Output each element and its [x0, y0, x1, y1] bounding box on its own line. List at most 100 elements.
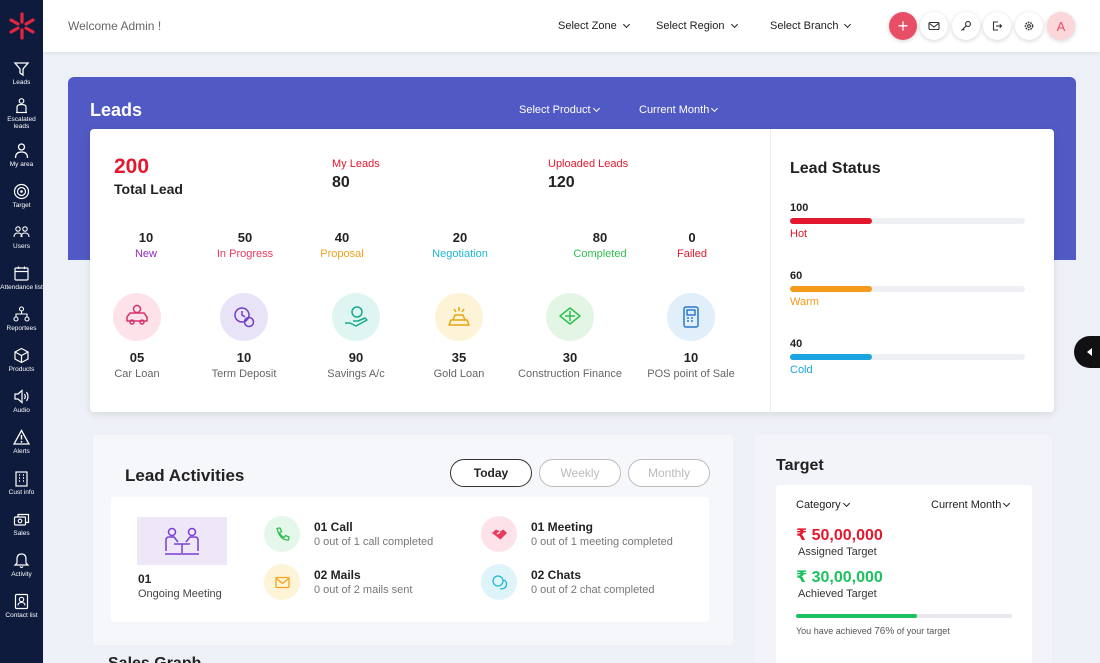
logout-button[interactable]: [983, 12, 1011, 40]
sidebar-item-escalate[interactable]: Escalated leads: [0, 93, 43, 134]
tab-weekly[interactable]: Weekly: [539, 459, 621, 487]
activity-handshake[interactable]: 01 Meeting 0 out of 1 meeting completed: [481, 516, 673, 552]
key-icon: [961, 21, 971, 31]
activity-subtitle: 0 out of 1 call completed: [314, 536, 434, 548]
stage-completed[interactable]: 80 Completed: [560, 230, 640, 260]
sidebar-item-label: Products: [8, 365, 35, 373]
key-button[interactable]: [952, 12, 980, 40]
uploaded-leads-label: Uploaded Leads: [548, 158, 629, 170]
product-construction-finance[interactable]: 30 Construction Finance: [510, 293, 630, 380]
sidebar-item-box[interactable]: Products: [0, 339, 43, 380]
product-icon-circle: [435, 293, 483, 341]
sidebar-item-hierarchy[interactable]: Reportees: [0, 298, 43, 339]
product-gold-loan[interactable]: 35 Gold Loan: [399, 293, 519, 380]
sidebar-item-label: Leads: [12, 78, 31, 86]
target-panel: Category Current Month ₹ 50,00,000 Assig…: [776, 485, 1032, 663]
sidebar-item-funnel[interactable]: Leads: [0, 52, 43, 93]
branch-select-label: Select Branch: [770, 20, 839, 32]
product-term-deposit[interactable]: 10 Term Deposit: [184, 293, 304, 380]
status-value: 60: [790, 270, 803, 282]
avatar[interactable]: A: [1047, 12, 1075, 40]
status-track: [790, 218, 1025, 224]
status-track: [790, 354, 1025, 360]
sidebar-item-label: Sales: [13, 529, 30, 537]
product-label: Car Loan: [114, 368, 160, 380]
lead-activities-title: Lead Activities: [125, 466, 245, 485]
activity-subtitle: 0 out of 2 chat completed: [531, 584, 655, 596]
total-lead-value: 200: [114, 155, 150, 178]
chevron-down-icon: [711, 104, 719, 113]
product-icon: [234, 307, 255, 328]
product-pos-point-of-sale[interactable]: 10 POS point of Sale: [631, 293, 751, 380]
chat-icon: [491, 574, 507, 590]
sidebar-item-contact[interactable]: Contact list: [0, 585, 43, 626]
product-car-loan[interactable]: 05 Car Loan: [77, 293, 197, 380]
sidebar-item-activity[interactable]: Activity: [0, 544, 43, 585]
product-label: POS point of Sale: [647, 368, 735, 380]
sidebar-item-target[interactable]: Target: [0, 175, 43, 216]
my-leads-value: 80: [332, 174, 350, 191]
side-panel-toggle[interactable]: [1074, 336, 1100, 368]
mail-button[interactable]: [920, 12, 948, 40]
stage-negotiation[interactable]: 20 Negotiation: [420, 230, 500, 260]
tab-today[interactable]: Today: [450, 459, 532, 487]
stage-value: 80: [592, 230, 608, 245]
stage-value: 0: [688, 230, 696, 245]
period-select[interactable]: Current Month: [639, 104, 719, 116]
status-fill: [790, 218, 873, 224]
target-period-select[interactable]: Current Month: [931, 499, 1011, 511]
sidebar-item-person[interactable]: My area: [0, 134, 43, 175]
stage-proposal[interactable]: 40 Proposal: [302, 230, 382, 260]
activity-mail[interactable]: 02 Mails 0 out of 2 mails sent: [264, 564, 412, 600]
stage-label: Failed: [677, 248, 707, 260]
target-progress-fill: [796, 614, 917, 618]
stage-new[interactable]: 10 New: [106, 230, 186, 260]
activity-title: 01 Call: [314, 520, 353, 534]
status-cold: 40 Cold: [790, 338, 1025, 376]
status-fill: [790, 286, 873, 292]
branch-select[interactable]: Select Branch: [770, 20, 852, 32]
sidebar-item-users[interactable]: Users: [0, 216, 43, 257]
tab-monthly[interactable]: Monthly: [628, 459, 710, 487]
welcome-text: Welcome Admin !: [68, 19, 162, 33]
product-select[interactable]: Select Product: [519, 104, 601, 116]
settings-button[interactable]: [1015, 12, 1043, 40]
product-icon: [559, 307, 581, 325]
chevron-down-icon: [592, 104, 600, 113]
status-hot: 100 Hot: [790, 202, 1025, 240]
stage-in-progress[interactable]: 50 In Progress: [205, 230, 285, 260]
product-icon-circle: [667, 293, 715, 341]
stage-label: New: [134, 248, 157, 260]
product-icon: [448, 307, 470, 326]
stage-failed[interactable]: 0 Failed: [652, 230, 732, 260]
sidebar-item-calendar[interactable]: Attendance list: [0, 257, 43, 298]
sidebar-item-label: Users: [13, 242, 30, 250]
sidebar-item-sales[interactable]: Sales: [0, 503, 43, 544]
stage-label: Proposal: [320, 248, 364, 260]
top-header: Welcome Admin ! Select Zone Select Regio…: [43, 0, 1100, 52]
person-icon: [14, 142, 29, 158]
zone-select[interactable]: Select Zone: [558, 20, 631, 32]
activity-chat[interactable]: 02 Chats 0 out of 2 chat completed: [481, 564, 655, 600]
product-savings-a-c[interactable]: 90 Savings A/c: [296, 293, 416, 380]
sidebar-item-alert[interactable]: Alerts: [0, 421, 43, 462]
stage-value: 40: [334, 230, 350, 245]
logo-icon: [8, 12, 35, 40]
card-divider: [770, 129, 771, 412]
activity-icon: [13, 552, 30, 568]
add-button[interactable]: +: [889, 12, 917, 40]
sidebar-item-label: Escalated leads: [7, 116, 36, 130]
funnel-icon: [13, 61, 30, 76]
category-select[interactable]: Category: [796, 499, 851, 511]
region-select[interactable]: Select Region: [656, 20, 739, 32]
sidebar-item-audio[interactable]: Audio: [0, 380, 43, 421]
handshake-icon: [491, 529, 507, 539]
activity-phone[interactable]: 01 Call 0 out of 1 call completed: [264, 516, 433, 552]
my-leads-label: My Leads: [332, 158, 380, 170]
sidebar-item-label: Attendance list: [0, 283, 43, 291]
sidebar-item-label: Activity: [11, 570, 32, 578]
period-select-label: Current Month: [639, 104, 710, 116]
brand-logo[interactable]: [0, 0, 43, 52]
ongoing-meeting-label: Ongoing Meeting: [138, 588, 222, 600]
sidebar-item-building[interactable]: Cust info: [0, 462, 43, 503]
